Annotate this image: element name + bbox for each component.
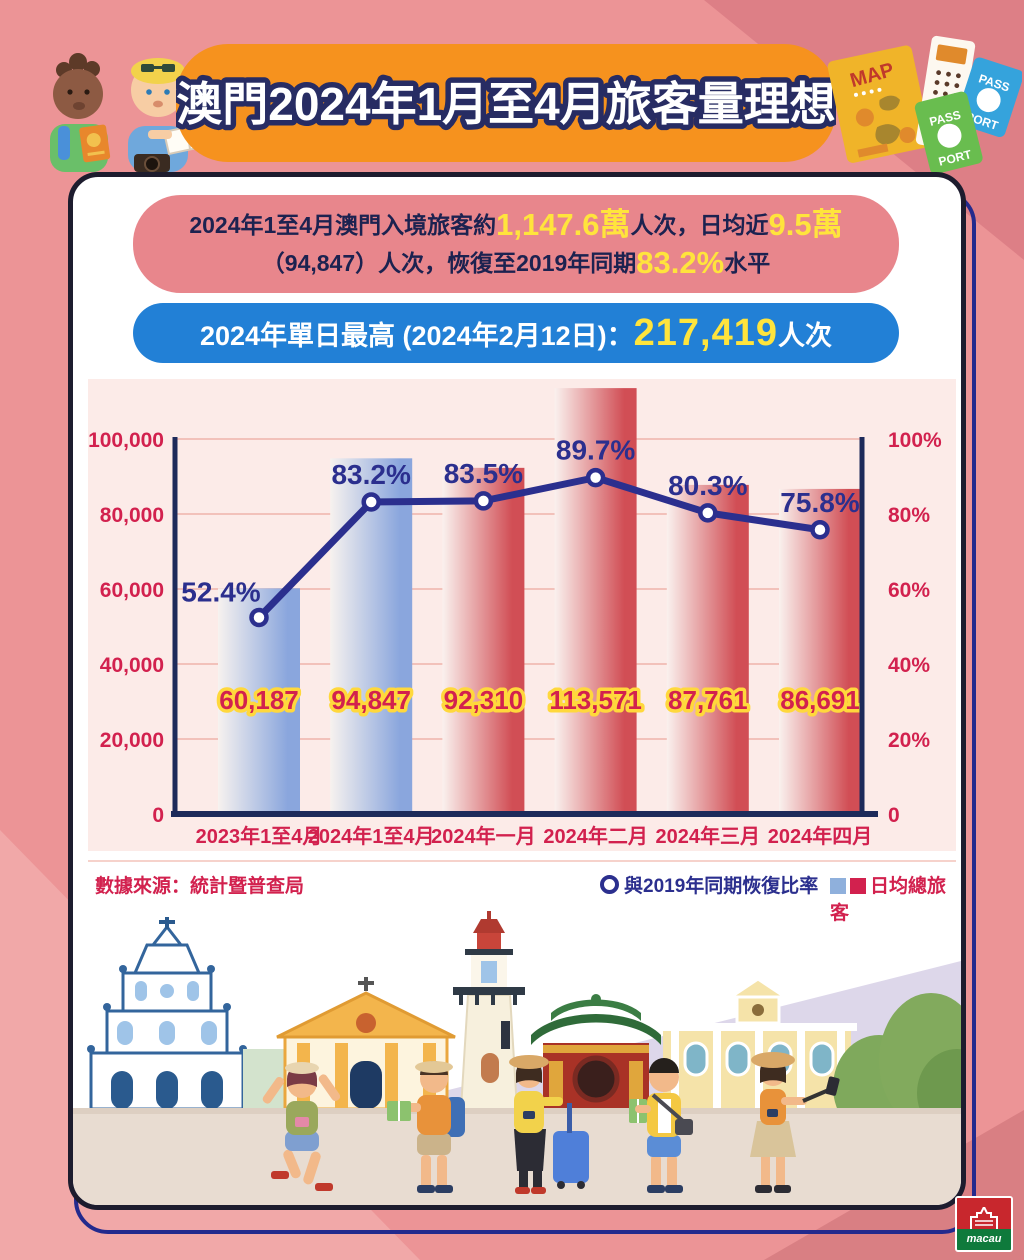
page-title: 澳門2024年1月至4月旅客量理想 — [176, 78, 836, 130]
daily-average-value: 9.5萬 — [768, 207, 843, 242]
camera-icon — [134, 154, 170, 172]
visitors-chart: 60,187 94,847 92,310 113,571 87,761 86,691 100… — [88, 379, 956, 851]
line-point-label: 52.4% — [181, 577, 260, 608]
guia-lighthouse-illustration — [453, 911, 525, 1110]
right-axis-tick: 20% — [888, 729, 930, 752]
x-axis-label: 2024年三月 — [656, 824, 761, 848]
selfie-woman-tourist — [750, 1052, 840, 1193]
main-panel: 2024年1至4月澳門入境旅客約1,147.6萬人次，日均近9.5萬 （94,8… — [68, 172, 966, 1210]
child-tourist-illustration — [50, 53, 111, 172]
bar — [330, 458, 413, 814]
summary-line-2: （94,847）人次，恢復至2019年同期83.2%水平 — [261, 245, 771, 280]
legend-bar-series: 日均總旅客 — [830, 876, 947, 924]
daily-peak-callout: 2024年單日最高 (2024年2月12日)： 217,419 人次 — [133, 303, 899, 363]
line-marker-icon — [600, 875, 619, 894]
recovery-rate-value: 83.2% — [636, 245, 725, 280]
left-axis-tick: 100,000 — [88, 429, 164, 452]
tourists-illustration — [50, 53, 213, 172]
bar — [779, 488, 861, 814]
man-tourist-illustration — [128, 58, 213, 172]
left-axis-tick: 80,000 — [100, 504, 164, 527]
bar-value-label: 92,310 — [444, 685, 524, 715]
line-marker — [698, 503, 718, 523]
right-axis-tick: 80% — [888, 504, 930, 527]
line-point-label: 75.8% — [780, 487, 859, 518]
visitor-total-value: 1,147.6萬 — [496, 207, 631, 242]
bar — [666, 484, 749, 814]
line-point-label: 83.5% — [444, 458, 523, 489]
jumping-girl-tourist — [262, 1062, 341, 1191]
x-axis-label: 2024年四月 — [768, 824, 873, 848]
summary-line-1: 2024年1至4月澳門入境旅客約1,147.6萬人次，日均近9.5萬 — [189, 207, 843, 242]
backpacker-tourist — [387, 1061, 465, 1193]
x-axis-label: 2023年1至4月 — [196, 824, 323, 848]
passport-green-icon: PASS PORT — [914, 91, 983, 174]
bar — [442, 467, 525, 814]
line-marker — [585, 467, 606, 488]
line-marker — [473, 491, 494, 511]
line-point-label: 80.3% — [668, 470, 747, 501]
man-with-map-tourist — [629, 1058, 693, 1193]
left-axis-tick: 60,000 — [100, 579, 164, 602]
logo-facade-icon — [957, 1198, 1011, 1230]
woman-with-suitcase-tourist — [509, 1055, 589, 1194]
daily-peak-value: 217,419 — [633, 311, 779, 354]
chart-footer: 數據來源：統計暨普查局 與2019年同期恢復比率 日均總旅客 — [73, 869, 961, 924]
macau-tourism-logo: macau — [955, 1196, 1013, 1252]
left-axis-tick: 20,000 — [100, 729, 164, 752]
right-axis-tick: 100% — [888, 429, 942, 452]
blue-bar-swatch-icon — [830, 878, 846, 894]
bar-value-label: 94,847 — [331, 685, 411, 715]
line-point-label: 89.7% — [556, 435, 635, 466]
summary-callout: 2024年1至4月澳門入境旅客約1,147.6萬人次，日均近9.5萬 （94,8… — [133, 195, 899, 293]
ruins-of-st-paul-illustration — [87, 917, 247, 1111]
bar-value-label: 60,187 — [219, 685, 299, 715]
recovery-rate-line — [255, 474, 824, 621]
line-marker — [361, 492, 381, 512]
footer-divider — [88, 860, 956, 862]
travel-documents-illustration: MAP PASS PORT — [827, 35, 1022, 174]
bar — [554, 388, 637, 814]
x-axis-label: 2024年一月 — [431, 824, 536, 848]
bar-value-label: 87,761 — [668, 685, 748, 715]
bar-value-label: 113,571 — [549, 685, 642, 715]
x-axis-label: 2024年1至4月 — [308, 824, 435, 848]
bar-value-label: 86,691 — [780, 685, 860, 715]
line-marker — [810, 520, 830, 540]
line-marker — [249, 607, 269, 628]
x-axis-label: 2024年二月 — [543, 824, 648, 848]
title-banner: 澳門2024年1月至4月旅客量理想 — [176, 44, 836, 162]
line-point-label: 83.2% — [331, 459, 410, 490]
right-axis-tick: 60% — [888, 579, 930, 602]
left-axis-tick: 40,000 — [100, 654, 164, 677]
a-ma-temple-illustration — [531, 994, 661, 1109]
right-axis-tick: 0 — [888, 804, 900, 827]
left-axis-tick: 0 — [152, 804, 164, 827]
macau-landmarks-illustration — [73, 911, 961, 1205]
legend-line-series: 與2019年同期恢復比率 — [600, 871, 818, 898]
map-icon: MAP — [827, 45, 932, 163]
right-axis-tick: 40% — [888, 654, 930, 677]
red-bar-swatch-icon — [850, 878, 866, 894]
data-source: 數據來源：統計暨普查局 — [95, 876, 305, 897]
logo-wordmark: macau — [957, 1229, 1011, 1250]
